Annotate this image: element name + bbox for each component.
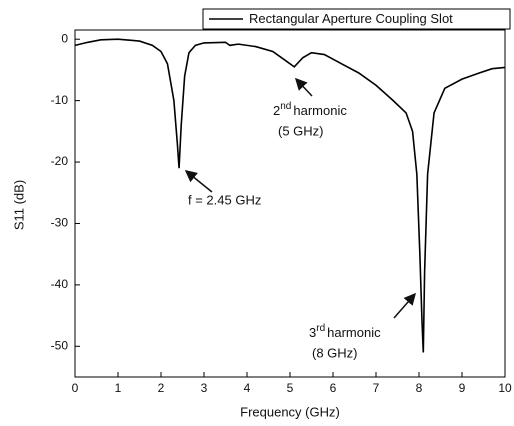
x-tick-label: 1: [115, 381, 122, 395]
x-tick-label: 7: [373, 381, 380, 395]
legend-box: [202, 8, 511, 30]
x-tick-label: 9: [459, 381, 466, 395]
annotation: 3rd harmonic: [309, 323, 381, 341]
annotation-text: harmonic: [293, 103, 347, 118]
annotation: f = 2.45 GHz: [188, 192, 261, 207]
x-tick-label: 2: [158, 381, 165, 395]
y-tick-label: -30: [51, 216, 69, 230]
plot-frame: [74, 29, 506, 378]
annotation-subtext: (8 GHz): [312, 345, 358, 360]
y-tick-label: -10: [51, 93, 69, 107]
legend-label: Rectangular Aperture Coupling Slot: [249, 11, 453, 26]
x-tick-label: 5: [287, 381, 294, 395]
y-tick-label: -50: [51, 338, 69, 352]
annotation-number: 3: [309, 325, 316, 340]
x-tick-label: 10: [498, 381, 512, 395]
data-line: [74, 38, 506, 353]
x-tick-label: 4: [244, 381, 251, 395]
y-tick-label: -20: [51, 154, 69, 168]
x-tick-label: 3: [201, 381, 208, 395]
annotation: 2nd harmonic: [273, 101, 347, 119]
annotation-arrow: [294, 77, 313, 97]
annotation-arrow: [393, 292, 416, 319]
annotation-text: harmonic: [327, 325, 381, 340]
x-tick-label: 0: [72, 381, 79, 395]
x-tick-label: 6: [330, 381, 337, 395]
annotation-superscript: rd: [316, 323, 325, 334]
x-tick-label: 8: [416, 381, 423, 395]
x-axis-label: Frequency (GHz): [240, 404, 340, 419]
annotation-subtext: (5 GHz): [278, 123, 324, 138]
y-tick-label: -40: [51, 277, 69, 291]
annotation-number: 2: [273, 103, 280, 118]
y-tick-label: 0: [61, 31, 68, 45]
annotation-arrow: [184, 170, 213, 193]
annotation-superscript: nd: [280, 101, 291, 112]
y-axis-label: S11 (dB): [11, 180, 26, 230]
